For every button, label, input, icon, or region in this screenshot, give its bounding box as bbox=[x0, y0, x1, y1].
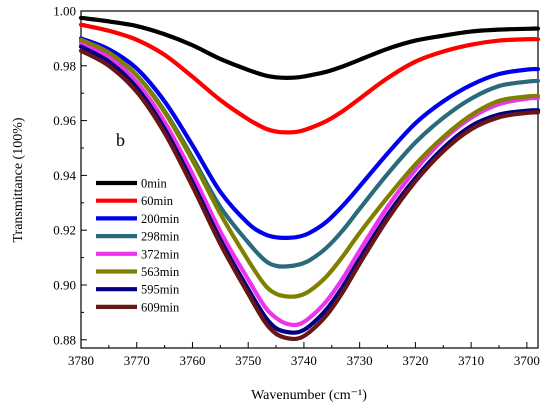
y-axis-ticks: 0.88 0.90 0.92 0.94 0.96 0.98 1.00 bbox=[53, 4, 87, 347]
series-line-563min bbox=[78, 37, 541, 299]
legend-label: 609min bbox=[141, 300, 180, 314]
legend: 0min 60min 200min 298min 372min 563min 595min 6… bbox=[96, 177, 180, 314]
x-tick-label: 3710 bbox=[458, 353, 484, 368]
legend-label: 298min bbox=[141, 230, 180, 244]
x-tick-label: 3760 bbox=[179, 353, 205, 368]
legend-label: 563min bbox=[141, 265, 180, 279]
y-tick-label: 0.96 bbox=[53, 113, 76, 128]
legend-label: 0min bbox=[141, 177, 167, 191]
x-tick-label: 3700 bbox=[514, 353, 540, 368]
legend-label: 200min bbox=[141, 212, 180, 226]
x-tick-label: 3780 bbox=[68, 353, 94, 368]
series-line-609min bbox=[78, 48, 541, 342]
x-tick-label: 3750 bbox=[235, 353, 261, 368]
series-line-200min bbox=[78, 36, 541, 240]
legend-label: 595min bbox=[141, 283, 180, 297]
x-axis-label: Wavenumber (cm⁻¹) bbox=[251, 388, 367, 403]
series-line-0min bbox=[78, 15, 541, 80]
x-tick-label: 3740 bbox=[291, 353, 317, 368]
y-tick-label: 0.92 bbox=[53, 223, 76, 238]
x-tick-label: 3720 bbox=[402, 353, 428, 368]
y-tick-label: 0.90 bbox=[53, 277, 76, 292]
panel-label: b bbox=[116, 130, 125, 150]
series-lines bbox=[78, 15, 541, 342]
y-tick-label: 0.94 bbox=[53, 168, 76, 183]
y-tick-label: 0.98 bbox=[53, 58, 76, 73]
y-tick-label: 0.88 bbox=[53, 332, 76, 347]
x-axis-ticks: 3780 3770 3760 3750 3740 3730 3720 3710 3700 bbox=[68, 342, 540, 368]
y-tick-label: 1.00 bbox=[53, 4, 76, 19]
legend-label: 60min bbox=[141, 194, 174, 208]
x-tick-label: 3770 bbox=[124, 353, 150, 368]
plot-frame bbox=[80, 10, 539, 349]
legend-label: 372min bbox=[141, 247, 180, 261]
y-axis-label: Transmittance (100%) bbox=[11, 117, 26, 242]
series-line-60min bbox=[78, 22, 541, 135]
x-tick-label: 3730 bbox=[347, 353, 373, 368]
